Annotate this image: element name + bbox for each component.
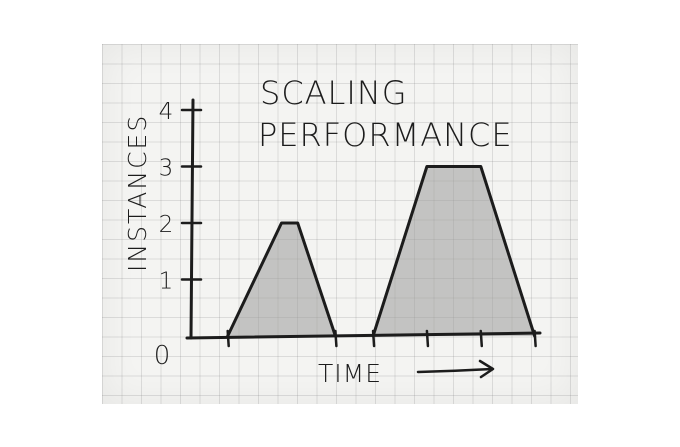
area-marks xyxy=(226,165,537,338)
y-tick-label-1: 1 xyxy=(159,269,174,295)
x-tick-4 xyxy=(425,329,430,348)
y-axis-line xyxy=(189,98,195,340)
chart-title-line-1: SCALING xyxy=(260,74,408,112)
area-outline-1 xyxy=(226,221,337,338)
x-tick-6 xyxy=(533,329,537,348)
chart-title-line-2: PERFORMANCE xyxy=(258,116,513,154)
y-tick-label-4: 4 xyxy=(159,99,174,125)
x-tick-1 xyxy=(226,329,230,348)
area-outline-2 xyxy=(371,165,537,338)
y-axis-label: INSTANCES xyxy=(123,114,152,272)
y-tick-label-0: 0 xyxy=(154,341,171,371)
x-tick-2 xyxy=(334,329,338,348)
y-tick-labels: 0 1 2 3 4 xyxy=(154,99,174,371)
area-fill-1 xyxy=(227,223,336,336)
x-tick-marks xyxy=(226,329,537,348)
y-tick-label-3: 3 xyxy=(159,156,174,182)
area-fill-2 xyxy=(373,166,535,336)
x-axis-label: TIME xyxy=(318,359,382,388)
x-tick-3 xyxy=(371,329,376,348)
time-arrow-icon xyxy=(416,359,495,379)
y-tick-marks xyxy=(180,108,203,281)
x-tick-5 xyxy=(479,329,484,348)
y-tick-label-2: 2 xyxy=(159,212,174,238)
